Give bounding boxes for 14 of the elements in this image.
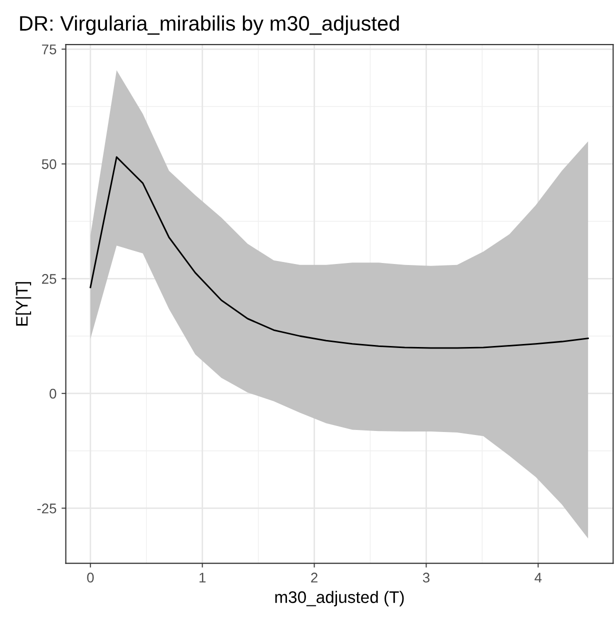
x-axis-title: m30_adjusted (T)	[275, 590, 404, 606]
y-tick-label: 25	[42, 274, 56, 284]
x-tick-label: 2	[311, 572, 318, 582]
chart-title: DR: Virgularia_mirabilis by m30_adjusted	[20, 15, 399, 35]
y-tick-label: 0	[50, 388, 56, 399]
y-tick-label: 75	[42, 44, 56, 54]
y-axis-title: E[Y|T]	[16, 282, 32, 326]
line-series	[90, 156, 589, 349]
x-tick-label: 4	[534, 572, 542, 582]
y-tick-label: -25	[37, 504, 56, 514]
x-tick-label: 3	[422, 572, 430, 583]
x-tick-label: 0	[87, 572, 94, 583]
x-tick-label: 1	[200, 572, 206, 582]
y-tick-label: 50	[42, 159, 56, 170]
